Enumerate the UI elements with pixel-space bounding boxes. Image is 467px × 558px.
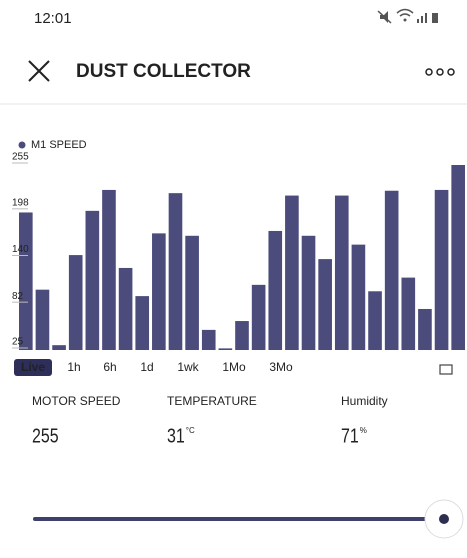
bar <box>252 285 266 350</box>
y-tick-label: 140 <box>12 244 29 255</box>
bar <box>352 245 366 350</box>
bar <box>102 190 116 350</box>
range-button[interactable]: 1h <box>67 360 80 374</box>
screen: 12:01 DUST COLLECTOR M1 SPEED 25 82 140 198… <box>0 0 467 558</box>
bar <box>69 255 83 350</box>
bar <box>318 259 332 350</box>
slider-knob-dot <box>439 514 449 524</box>
range-button[interactable]: 6h <box>103 360 116 374</box>
stat-value: 255 <box>32 425 59 447</box>
bar <box>36 290 50 350</box>
bar <box>219 348 233 350</box>
legend-marker <box>19 142 26 149</box>
range-button[interactable]: 1wk <box>177 360 199 374</box>
range-button[interactable]: Live <box>21 360 45 374</box>
bar <box>185 236 199 350</box>
bar <box>385 191 399 350</box>
legend-label: M1 SPEED <box>31 139 87 151</box>
y-tick-label: 25 <box>12 337 24 348</box>
range-button[interactable]: 1d <box>140 360 153 374</box>
stat-label: Humidity <box>341 394 388 408</box>
range-button[interactable]: 3Mo <box>269 360 293 374</box>
bar <box>119 268 133 350</box>
stat-label: MOTOR SPEED <box>32 394 121 408</box>
bar <box>335 196 349 350</box>
stat-label: TEMPERATURE <box>167 394 257 408</box>
stat-unit: °C <box>186 426 195 435</box>
bar <box>451 165 465 350</box>
stat-unit: % <box>360 426 367 435</box>
bar <box>302 236 316 350</box>
status-time: 12:01 <box>34 10 72 27</box>
y-tick-label: 198 <box>12 197 29 208</box>
stat-value: 31 <box>167 425 185 447</box>
bar <box>202 330 216 350</box>
y-tick-label: 82 <box>12 291 24 302</box>
stat-value: 71 <box>341 425 359 447</box>
bar <box>401 278 415 350</box>
bar <box>86 211 100 350</box>
range-button[interactable]: 1Mo <box>222 360 246 374</box>
bar <box>235 321 249 350</box>
bar <box>169 193 183 350</box>
bar <box>418 309 432 350</box>
bar <box>285 196 299 350</box>
y-tick-label: 255 <box>12 152 29 163</box>
bar <box>152 233 166 350</box>
bar <box>368 291 382 350</box>
bar <box>268 231 282 350</box>
page-title: DUST COLLECTOR <box>76 61 251 82</box>
bar <box>135 296 149 350</box>
bar <box>52 345 66 350</box>
bar <box>435 190 449 350</box>
bar <box>19 212 33 350</box>
